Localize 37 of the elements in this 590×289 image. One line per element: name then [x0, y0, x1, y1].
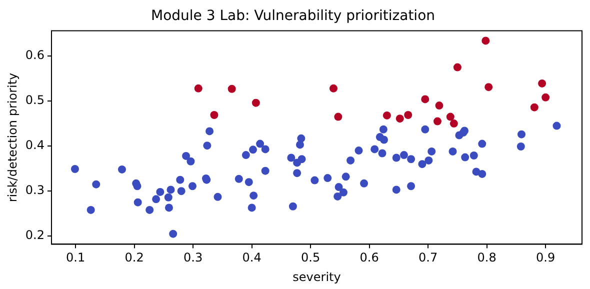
y-tick-label: 0.6 [25, 48, 44, 62]
y-axis-title: risk/detection priority [5, 72, 20, 202]
point [482, 36, 490, 45]
point [329, 84, 338, 92]
point [382, 111, 391, 120]
x-tick-label: 0.7 [418, 250, 438, 265]
point [484, 83, 493, 92]
y-tick-label: 0.5 [25, 93, 44, 108]
point [530, 103, 538, 112]
x-tick-label: 0.6 [360, 250, 379, 265]
x-tick-label: 0.1 [66, 250, 86, 265]
x-tick-label: 0.9 [536, 250, 556, 265]
point [421, 95, 430, 104]
point [404, 110, 412, 119]
point [542, 93, 550, 102]
point [228, 84, 236, 93]
point [334, 112, 342, 121]
y-tick-label: 0.2 [25, 228, 44, 242]
point [435, 102, 444, 110]
point [453, 63, 462, 72]
x-axis-title: severity [292, 270, 341, 284]
point [450, 120, 458, 128]
point [194, 84, 202, 92]
x-tick-label: 0.8 [477, 250, 496, 265]
x-tick-label: 0.2 [124, 250, 144, 265]
y-tick-label: 0.3 [25, 183, 44, 198]
x-tick-label: 0.5 [301, 250, 320, 265]
point [433, 117, 442, 126]
point [252, 98, 260, 107]
x-tick-label: 0.4 [242, 250, 262, 265]
point [396, 114, 404, 123]
x-tick-label: 0.3 [184, 250, 203, 265]
chart-title: Module 3 Lab: Vulnerability prioritization [150, 8, 436, 24]
point [538, 79, 546, 88]
point [210, 110, 218, 119]
point [446, 112, 454, 121]
y-tick-label: 0.4 [25, 138, 44, 152]
